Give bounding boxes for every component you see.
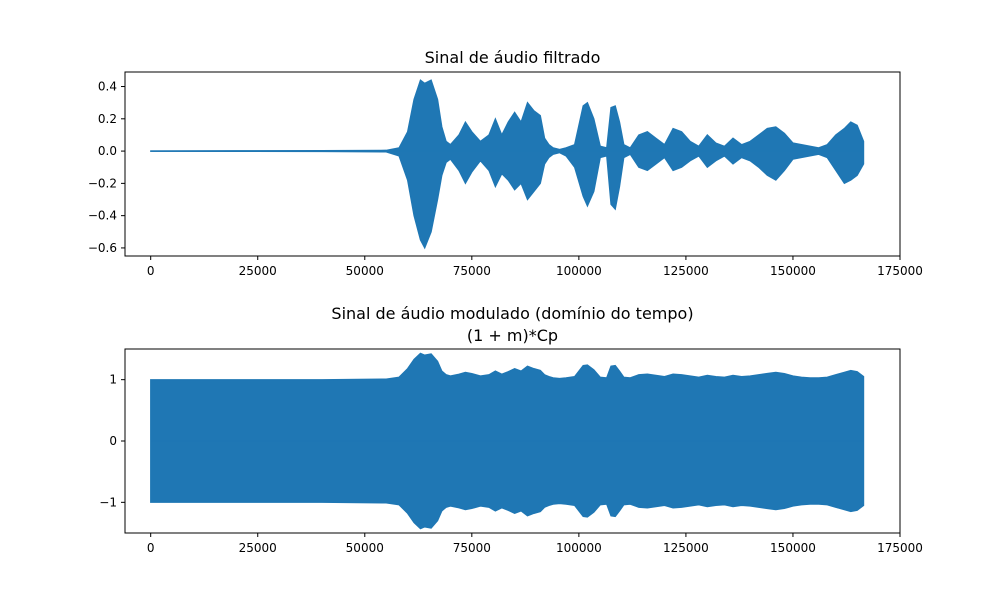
plot-modulated-audio: Sinal de áudio modulado (domínio do temp… (99, 304, 923, 555)
x-tick-label: 125000 (663, 541, 709, 555)
chart-title: Sinal de áudio modulado (domínio do temp… (331, 304, 693, 323)
x-tick-label: 175000 (877, 264, 923, 278)
y-tick-label: 0.4 (98, 80, 117, 94)
x-tick-label: 0 (147, 264, 155, 278)
x-tick-label: 50000 (346, 541, 384, 555)
x-tick-label: 100000 (556, 264, 602, 278)
x-tick-label: 75000 (453, 541, 491, 555)
y-tick-label: 1 (109, 373, 117, 387)
x-tick-label: 50000 (346, 264, 384, 278)
x-tick-label: 0 (147, 541, 155, 555)
chart-title: (1 + m)*Cp (467, 326, 558, 345)
y-tick-label: 0 (109, 434, 117, 448)
x-tick-label: 150000 (770, 264, 816, 278)
x-tick-label: 25000 (239, 264, 277, 278)
x-tick-label: 100000 (556, 541, 602, 555)
y-tick-label: −0.4 (88, 209, 117, 223)
axes-frame (124, 71, 901, 257)
chart-title: Sinal de áudio filtrado (425, 48, 601, 67)
signal-envelope (150, 79, 865, 250)
x-tick-label: 175000 (877, 541, 923, 555)
y-tick-label: 0.2 (98, 112, 117, 126)
x-tick-label: 75000 (453, 264, 491, 278)
y-tick-label: −0.6 (88, 241, 117, 255)
y-tick-label: 0.0 (98, 144, 117, 158)
y-tick-label: −1 (99, 495, 117, 509)
plot-filtered-audio: Sinal de áudio filtrado 0 25000 50000 75000 1… (88, 48, 923, 278)
x-tick-label: 150000 (770, 541, 816, 555)
y-tick-label: −0.2 (88, 176, 117, 190)
x-tick-label: 25000 (239, 541, 277, 555)
x-tick-label: 125000 (663, 264, 709, 278)
